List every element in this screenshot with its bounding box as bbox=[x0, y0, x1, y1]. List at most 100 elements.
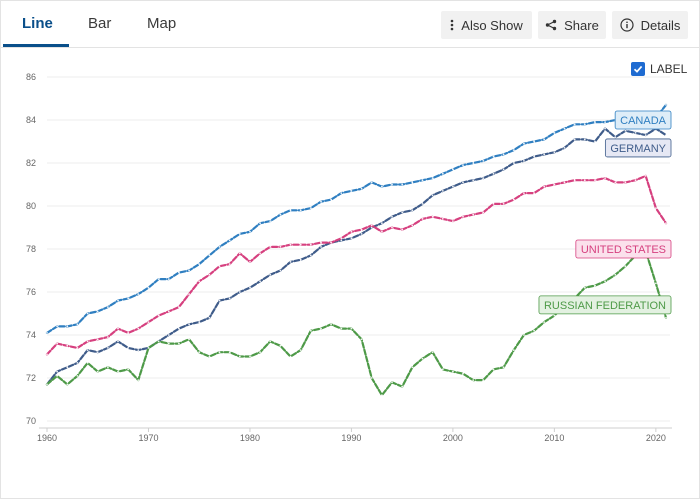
details-button[interactable]: Details bbox=[612, 11, 688, 39]
data-point-canada[interactable] bbox=[198, 263, 201, 265]
data-point-united-states[interactable] bbox=[279, 246, 282, 248]
data-point-russian-federation[interactable] bbox=[96, 370, 99, 373]
data-point-united-states[interactable] bbox=[543, 185, 546, 188]
data-point-russian-federation[interactable] bbox=[533, 329, 535, 332]
data-point-united-states[interactable] bbox=[431, 215, 434, 218]
data-point-germany[interactable] bbox=[634, 132, 637, 134]
data-point-united-states[interactable] bbox=[401, 228, 404, 231]
data-point-united-states[interactable] bbox=[269, 246, 272, 248]
data-point-canada[interactable] bbox=[482, 160, 485, 162]
data-point-russian-federation[interactable] bbox=[512, 349, 515, 351]
data-point-canada[interactable] bbox=[411, 181, 414, 184]
data-point-united-states[interactable] bbox=[655, 207, 657, 210]
data-point-united-states[interactable] bbox=[46, 353, 48, 356]
data-point-canada[interactable] bbox=[543, 138, 546, 141]
data-point-united-states[interactable] bbox=[604, 177, 606, 180]
data-point-canada[interactable] bbox=[594, 121, 596, 123]
data-point-united-states[interactable] bbox=[411, 224, 414, 227]
data-point-united-states[interactable] bbox=[320, 241, 322, 244]
data-point-united-states[interactable] bbox=[117, 327, 119, 330]
data-point-russian-federation[interactable] bbox=[66, 383, 69, 386]
data-point-united-states[interactable] bbox=[289, 243, 292, 246]
data-point-germany[interactable] bbox=[573, 138, 576, 141]
data-point-germany[interactable] bbox=[502, 168, 505, 171]
data-point-united-states[interactable] bbox=[563, 181, 566, 184]
data-point-canada[interactable] bbox=[309, 207, 312, 210]
data-point-canada[interactable] bbox=[56, 325, 58, 328]
data-point-united-states[interactable] bbox=[218, 265, 221, 268]
data-point-united-states[interactable] bbox=[167, 310, 170, 313]
data-point-united-states[interactable] bbox=[370, 224, 373, 227]
data-point-germany[interactable] bbox=[533, 155, 535, 158]
data-point-united-states[interactable] bbox=[178, 306, 180, 308]
data-point-germany[interactable] bbox=[259, 280, 261, 283]
data-point-germany[interactable] bbox=[208, 316, 211, 319]
data-point-russian-federation[interactable] bbox=[340, 327, 343, 330]
data-point-russian-federation[interactable] bbox=[421, 357, 424, 360]
data-point-united-states[interactable] bbox=[462, 215, 464, 218]
data-point-united-states[interactable] bbox=[553, 183, 556, 186]
data-point-canada[interactable] bbox=[381, 185, 383, 188]
data-point-canada[interactable] bbox=[320, 200, 322, 203]
data-point-canada[interactable] bbox=[249, 230, 251, 233]
data-point-united-states[interactable] bbox=[127, 332, 130, 334]
data-point-canada[interactable] bbox=[218, 246, 221, 248]
label-toggle[interactable]: LABEL bbox=[631, 60, 687, 78]
data-point-russian-federation[interactable] bbox=[299, 349, 302, 351]
data-point-canada[interactable] bbox=[573, 123, 576, 126]
data-point-canada[interactable] bbox=[360, 187, 363, 190]
data-point-russian-federation[interactable] bbox=[309, 329, 312, 332]
data-point-canada[interactable] bbox=[583, 123, 586, 126]
data-point-germany[interactable] bbox=[381, 222, 383, 225]
data-point-russian-federation[interactable] bbox=[259, 351, 261, 354]
data-point-united-states[interactable] bbox=[360, 228, 363, 231]
data-point-germany[interactable] bbox=[512, 162, 515, 164]
data-point-germany[interactable] bbox=[665, 134, 667, 137]
data-point-canada[interactable] bbox=[127, 297, 130, 300]
data-point-united-states[interactable] bbox=[381, 230, 383, 233]
data-point-canada[interactable] bbox=[421, 179, 424, 182]
data-point-russian-federation[interactable] bbox=[381, 394, 383, 397]
data-point-russian-federation[interactable] bbox=[167, 342, 170, 345]
data-point-united-states[interactable] bbox=[259, 252, 261, 255]
data-point-canada[interactable] bbox=[553, 132, 556, 134]
data-point-germany[interactable] bbox=[76, 362, 79, 364]
data-point-germany[interactable] bbox=[441, 190, 444, 192]
data-point-germany[interactable] bbox=[431, 194, 434, 197]
data-point-russian-federation[interactable] bbox=[360, 338, 363, 341]
data-point-russian-federation[interactable] bbox=[279, 344, 282, 347]
data-point-germany[interactable] bbox=[492, 172, 495, 175]
data-point-germany[interactable] bbox=[421, 203, 424, 205]
data-point-germany[interactable] bbox=[563, 147, 566, 149]
data-point-germany[interactable] bbox=[218, 299, 221, 302]
data-point-canada[interactable] bbox=[178, 271, 180, 274]
data-point-canada[interactable] bbox=[117, 299, 119, 302]
data-point-canada[interactable] bbox=[86, 312, 89, 315]
data-point-united-states[interactable] bbox=[86, 340, 89, 343]
data-point-united-states[interactable] bbox=[502, 203, 505, 205]
data-point-united-states[interactable] bbox=[66, 344, 69, 347]
data-point-germany[interactable] bbox=[167, 334, 170, 336]
data-point-russian-federation[interactable] bbox=[218, 351, 221, 354]
data-point-russian-federation[interactable] bbox=[614, 273, 617, 276]
data-point-canada[interactable] bbox=[147, 286, 150, 289]
data-point-russian-federation[interactable] bbox=[594, 284, 596, 287]
data-point-united-states[interactable] bbox=[644, 175, 647, 177]
data-point-germany[interactable] bbox=[482, 177, 485, 180]
data-point-germany[interactable] bbox=[614, 136, 617, 139]
data-point-russian-federation[interactable] bbox=[137, 379, 140, 381]
data-point-russian-federation[interactable] bbox=[330, 323, 332, 326]
data-point-united-states[interactable] bbox=[482, 211, 485, 214]
data-point-canada[interactable] bbox=[137, 293, 140, 295]
data-point-united-states[interactable] bbox=[512, 198, 515, 201]
data-point-germany[interactable] bbox=[462, 181, 464, 184]
data-point-united-states[interactable] bbox=[665, 222, 667, 225]
data-point-canada[interactable] bbox=[167, 278, 170, 280]
data-point-united-states[interactable] bbox=[583, 179, 586, 182]
data-point-germany[interactable] bbox=[56, 370, 58, 373]
tab-line[interactable]: Line bbox=[22, 15, 53, 32]
data-point-canada[interactable] bbox=[604, 121, 606, 123]
data-point-russian-federation[interactable] bbox=[269, 340, 272, 343]
series-line-russian-federation[interactable] bbox=[45, 250, 668, 397]
data-point-russian-federation[interactable] bbox=[370, 377, 373, 379]
